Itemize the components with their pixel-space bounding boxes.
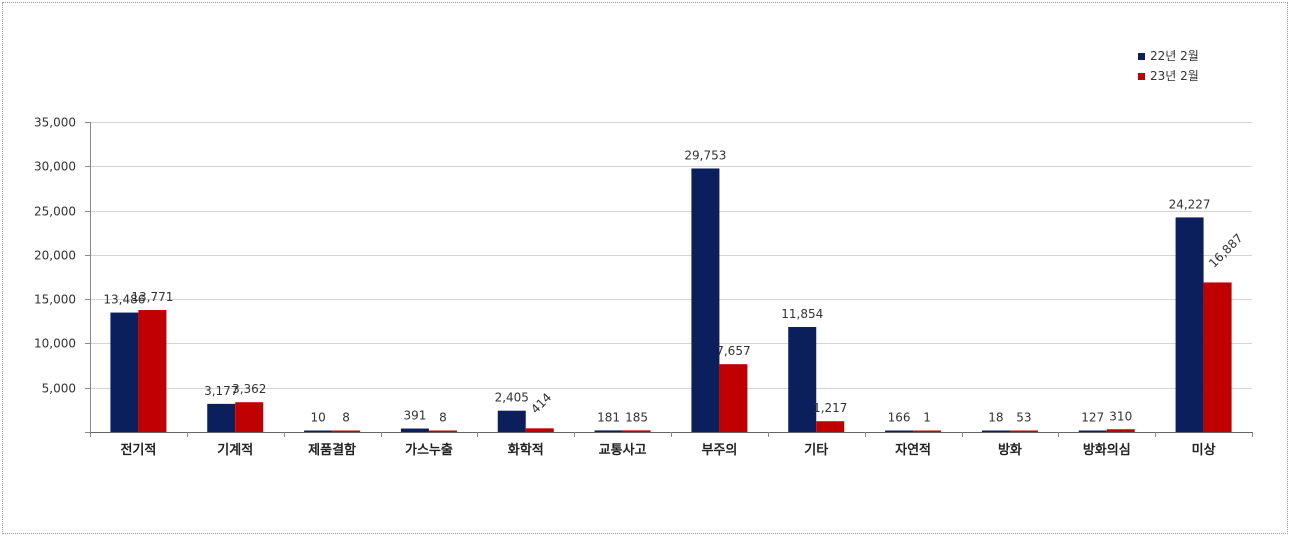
bar <box>304 430 333 432</box>
bar <box>788 327 817 432</box>
data-label: 29,753 <box>684 148 726 162</box>
category-label: 방화의심 <box>1083 442 1131 458</box>
data-label: 16,887 <box>1206 231 1246 271</box>
bar <box>885 430 914 432</box>
data-label: 18 <box>988 411 1003 425</box>
legend-swatch <box>1138 73 1145 80</box>
data-label: 1 <box>923 411 931 425</box>
bar <box>1009 430 1038 432</box>
y-tick-label: 30,000 <box>34 160 76 174</box>
data-label: 53 <box>1016 411 1031 425</box>
bar <box>332 430 361 432</box>
bar <box>719 364 748 432</box>
category-label: 교통사고 <box>599 442 647 458</box>
y-tick-label: 35,000 <box>34 116 76 130</box>
legend: 22년 2월 23년 2월 <box>1138 49 1199 83</box>
y-tick-label: 25,000 <box>34 205 76 219</box>
bar <box>1078 430 1107 432</box>
bar <box>400 428 429 432</box>
y-tick-label: 10,000 <box>34 337 76 351</box>
bar <box>1203 282 1232 432</box>
data-label: 8 <box>342 411 350 425</box>
data-label: 7,657 <box>716 344 750 358</box>
data-label: 1,217 <box>813 401 847 415</box>
bar <box>691 168 720 432</box>
category-label: 기계적 <box>217 442 253 458</box>
data-label: 166 <box>888 411 911 425</box>
bar <box>816 421 845 432</box>
category-label: 미상 <box>1192 442 1216 458</box>
bar <box>235 402 264 432</box>
bar <box>525 428 554 432</box>
legend-label: 23년 2월 <box>1150 69 1199 83</box>
y-tick-label: 20,000 <box>34 249 76 263</box>
bar <box>1106 429 1135 432</box>
data-label: 11,854 <box>781 307 823 321</box>
data-label: 414 <box>528 390 554 416</box>
bar <box>913 430 942 432</box>
data-label: 181 <box>597 410 620 424</box>
data-label: 13,771 <box>131 290 173 304</box>
bar <box>497 410 526 432</box>
data-label: 185 <box>625 410 648 424</box>
y-axis: 5,000 10,000 15,000 20,000 25,000 30,000 35,00… <box>34 116 91 433</box>
legend-label: 22년 2월 <box>1150 49 1199 63</box>
bar <box>110 312 139 432</box>
data-label: 3,362 <box>232 382 266 396</box>
data-label: 310 <box>1109 409 1132 423</box>
category-label: 가스누출 <box>405 442 453 458</box>
data-label: 127 <box>1081 411 1104 425</box>
bar <box>981 430 1010 432</box>
bar <box>1175 217 1204 432</box>
data-label: 13,486 <box>103 293 145 307</box>
data-label: 24,227 <box>1169 197 1211 211</box>
bar <box>138 310 167 432</box>
data-label: 2,405 <box>495 391 529 405</box>
x-axis: 전기적 기계적 제품결함 가스누출 화학적 교통사고 부주의 기타 자연적 방화 방화의심 미상 <box>90 432 1253 458</box>
bars <box>110 168 1232 432</box>
category-label: 자연적 <box>895 442 931 458</box>
bar <box>207 403 236 432</box>
category-label: 제품결함 <box>308 442 356 458</box>
category-label: 기타 <box>804 442 828 458</box>
category-label: 방화 <box>998 442 1022 458</box>
data-label: 3,177 <box>204 384 238 398</box>
bar <box>594 430 623 432</box>
bar <box>622 430 651 432</box>
y-tick-label: 5,000 <box>42 382 76 396</box>
category-label: 전기적 <box>120 442 156 458</box>
bar <box>428 430 457 432</box>
category-label: 화학적 <box>508 442 544 458</box>
legend-swatch <box>1138 53 1145 60</box>
category-label: 부주의 <box>701 442 737 458</box>
data-label: 391 <box>403 409 426 423</box>
data-label: 10 <box>310 411 325 425</box>
y-tick-label: 15,000 <box>34 293 76 307</box>
data-label: 8 <box>439 411 447 425</box>
